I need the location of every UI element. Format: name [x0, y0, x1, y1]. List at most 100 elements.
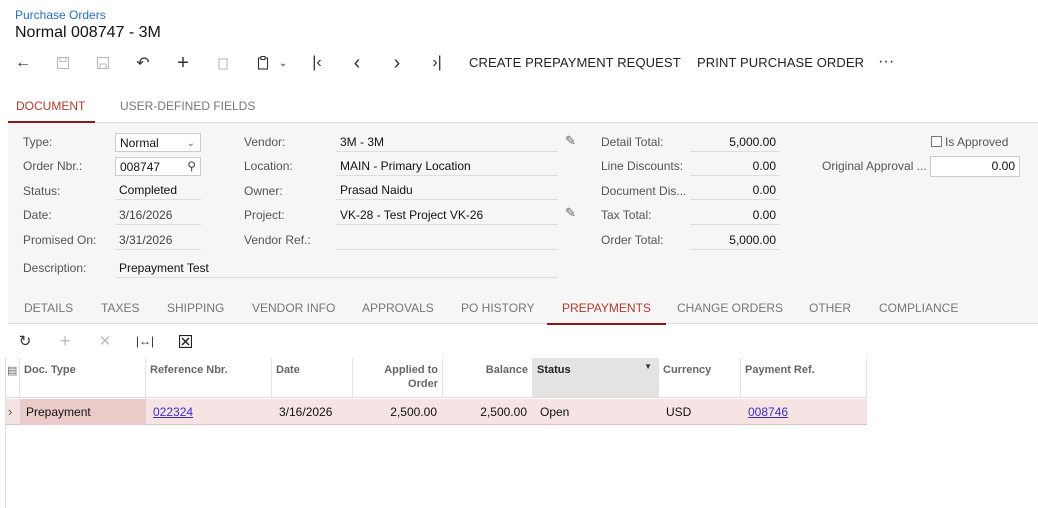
- refresh-icon[interactable]: ↻: [18, 333, 32, 350]
- col-balance[interactable]: Balance: [443, 358, 533, 398]
- col-currency[interactable]: Currency: [659, 358, 741, 398]
- cell-currency[interactable]: USD: [666, 405, 692, 419]
- original-approval-field[interactable]: 0.00: [930, 156, 1020, 177]
- grid-toolbar: ↻ + ✕ |↔|: [8, 325, 1038, 357]
- create-prepayment-request-button[interactable]: CREATE PREPAYMENT REQUEST: [469, 55, 681, 70]
- row-expand-icon[interactable]: ›: [8, 404, 13, 419]
- detail-total-label: Detail Total:: [601, 135, 664, 149]
- cell-doc-type[interactable]: Prepayment: [20, 399, 146, 425]
- grid-settings-icon[interactable]: ▤: [6, 358, 20, 398]
- vendor-ref-label: Vendor Ref.:: [244, 233, 311, 247]
- owner-field[interactable]: Prasad Naidu: [336, 181, 558, 200]
- order-nbr-field[interactable]: 008747 ⚲: [115, 157, 201, 176]
- document-discount-value: 0.00: [690, 181, 780, 200]
- type-select[interactable]: Normal ⌄: [115, 133, 201, 152]
- col-status[interactable]: Status ▼: [533, 358, 659, 398]
- line-discounts-value: 0.00: [690, 157, 780, 176]
- save-icon[interactable]: [90, 50, 116, 76]
- location-label: Location:: [244, 159, 293, 173]
- edit-vendor-icon[interactable]: ✎: [565, 133, 576, 148]
- col-doc-type[interactable]: Doc. Type: [20, 358, 146, 398]
- order-nbr-value: 008747: [120, 160, 161, 174]
- add-icon[interactable]: +: [177, 51, 189, 74]
- vendor-field[interactable]: 3M - 3M: [336, 133, 558, 152]
- tab-other[interactable]: OTHER: [809, 301, 851, 315]
- order-total-label: Order Total:: [601, 233, 664, 247]
- promised-on-value: 3/31/2026: [115, 231, 201, 250]
- tab-document[interactable]: DOCUMENT: [8, 99, 96, 123]
- col-reference-nbr[interactable]: Reference Nbr.: [146, 358, 272, 398]
- col-applied-line2: Order: [408, 378, 438, 390]
- col-date[interactable]: Date: [272, 358, 353, 398]
- document-discount-label: Document Dis...: [601, 184, 687, 198]
- table-row[interactable]: › Prepayment 022324 3/16/2026 2,500.00 2…: [6, 399, 867, 425]
- tab-approvals[interactable]: APPROVALS: [362, 301, 434, 315]
- tax-total-value: 0.00: [690, 206, 780, 225]
- date-value: 3/16/2026: [115, 206, 201, 225]
- col-applied-to-order[interactable]: Applied to Order: [353, 358, 443, 398]
- cell-applied-to-order[interactable]: 2,500.00: [390, 405, 437, 419]
- back-icon[interactable]: ←: [15, 54, 31, 71]
- next-record-icon[interactable]: ›: [393, 51, 401, 74]
- type-value: Normal: [120, 136, 159, 150]
- more-icon[interactable]: ···: [878, 53, 895, 70]
- delete-row-icon[interactable]: ✕: [98, 333, 112, 350]
- main-toolbar: ← ↶ + ⌄ |‹ ‹ › ›| CREATE PREPAYMENT REQU…: [8, 50, 1038, 76]
- top-tab-bar: DOCUMENT USER-DEFINED FIELDS: [8, 92, 1038, 123]
- is-approved-checkbox[interactable]: [931, 136, 942, 147]
- cell-balance[interactable]: 2,500.00: [480, 405, 527, 419]
- export-excel-icon[interactable]: [174, 331, 196, 351]
- search-icon[interactable]: ⚲: [187, 159, 196, 173]
- cell-status[interactable]: Open: [540, 405, 570, 419]
- col-payment-ref[interactable]: Payment Ref.: [741, 358, 867, 398]
- col-applied-line1: Applied to: [384, 364, 438, 376]
- sort-desc-icon: ▼: [644, 362, 652, 371]
- line-discounts-label: Line Discounts:: [601, 159, 684, 173]
- tax-total-label: Tax Total:: [601, 208, 652, 222]
- page-title: Normal 008747 - 3M: [15, 24, 161, 41]
- last-record-icon[interactable]: ›|: [432, 54, 442, 71]
- original-approval-label: Original Approval ...: [822, 159, 927, 173]
- is-approved-label: Is Approved: [945, 135, 1009, 149]
- tab-shipping[interactable]: SHIPPING: [167, 301, 225, 315]
- delete-icon[interactable]: [210, 50, 236, 76]
- previous-record-icon[interactable]: ‹: [353, 51, 361, 74]
- tab-prepayments[interactable]: PREPAYMENTS: [547, 301, 666, 325]
- date-label: Date:: [23, 208, 52, 222]
- save-close-icon[interactable]: [50, 50, 76, 76]
- chevron-down-icon: ⌄: [186, 138, 195, 149]
- breadcrumb[interactable]: Purchase Orders: [15, 8, 106, 22]
- detail-tab-bar: DETAILS TAXES SHIPPING VENDOR INFO APPRO…: [8, 293, 1038, 325]
- tab-taxes[interactable]: TAXES: [101, 301, 140, 315]
- project-field[interactable]: VK-28 - Test Project VK-26: [336, 206, 558, 225]
- document-form: Type: Normal ⌄ Order Nbr.: 008747 ⚲ Stat…: [8, 123, 1038, 293]
- order-nbr-label: Order Nbr.:: [23, 159, 83, 173]
- tab-vendor-info[interactable]: VENDOR INFO: [252, 301, 336, 315]
- tab-user-defined-fields[interactable]: USER-DEFINED FIELDS: [120, 99, 256, 113]
- detail-total-value: 5,000.00: [690, 133, 780, 152]
- first-record-icon[interactable]: |‹: [312, 54, 322, 71]
- cell-date[interactable]: 3/16/2026: [279, 405, 333, 419]
- chevron-down-icon[interactable]: ⌄: [278, 57, 288, 69]
- location-field[interactable]: MAIN - Primary Location: [336, 157, 558, 176]
- description-label: Description:: [23, 261, 87, 275]
- tab-details[interactable]: DETAILS: [24, 301, 74, 315]
- clipboard-icon[interactable]: [250, 50, 276, 76]
- cell-reference-nbr[interactable]: 022324: [153, 405, 194, 419]
- add-row-icon[interactable]: +: [59, 330, 71, 351]
- tab-po-history[interactable]: PO HISTORY: [461, 301, 535, 315]
- fit-columns-icon[interactable]: |↔|: [135, 334, 155, 348]
- tab-change-orders[interactable]: CHANGE ORDERS: [677, 301, 784, 315]
- cell-payment-ref[interactable]: 008746: [748, 405, 789, 419]
- vendor-ref-field[interactable]: [336, 231, 558, 250]
- status-label: Status:: [23, 184, 61, 198]
- col-status-label: Status: [537, 364, 571, 376]
- edit-project-icon[interactable]: ✎: [565, 205, 576, 220]
- description-field[interactable]: Prepayment Test: [115, 259, 558, 278]
- print-purchase-order-button[interactable]: PRINT PURCHASE ORDER: [697, 55, 865, 70]
- promised-on-label: Promised On:: [23, 233, 97, 247]
- undo-icon[interactable]: ↶: [136, 55, 150, 72]
- tab-compliance[interactable]: COMPLIANCE: [879, 301, 959, 315]
- project-label: Project:: [244, 208, 285, 222]
- owner-label: Owner:: [244, 184, 283, 198]
